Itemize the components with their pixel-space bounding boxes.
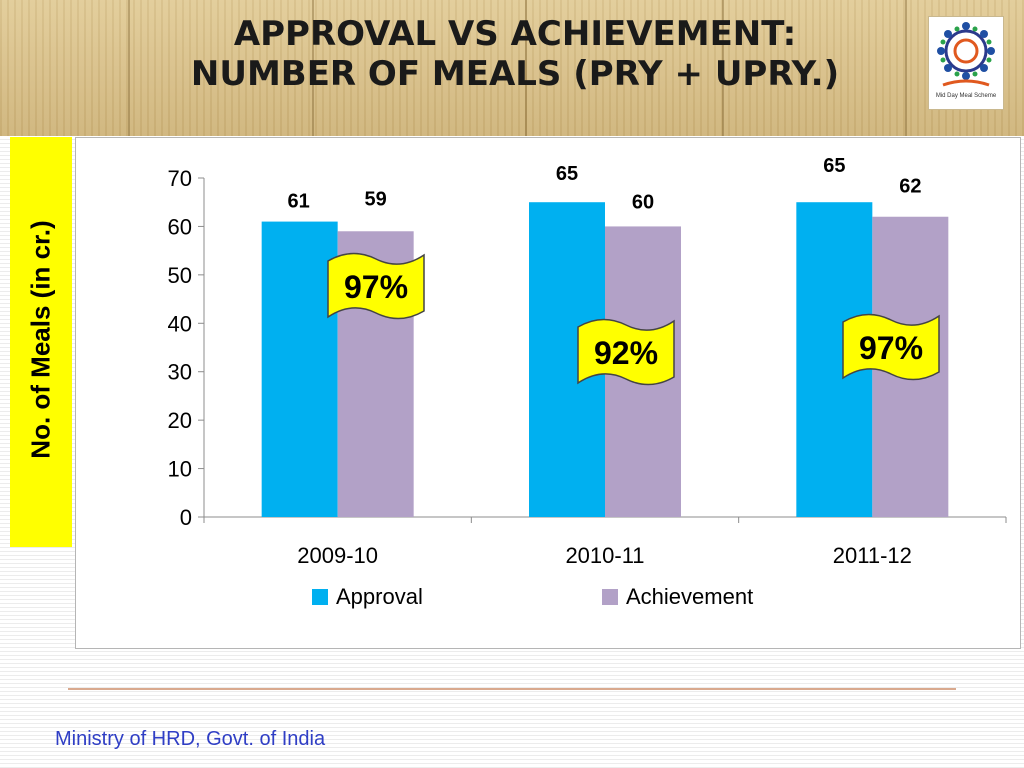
x-tick-label: 2011-12 <box>833 543 912 568</box>
slide-title: Approval vs Achievement: Number of Meals… <box>150 14 880 94</box>
wood-plank-divider <box>128 0 130 136</box>
wood-plank-divider <box>312 0 314 136</box>
percentage-badge <box>577 318 675 386</box>
y-tick-label: 70 <box>168 166 192 191</box>
y-tick-label: 0 <box>180 505 192 530</box>
x-tick-label: 2009-10 <box>297 543 378 568</box>
x-tick-label: 2010-11 <box>565 543 644 568</box>
legend-label: Achievement <box>626 584 753 609</box>
y-tick-label: 30 <box>168 360 192 385</box>
wood-plank-divider <box>525 0 527 136</box>
footer-text: Ministry of HRD, Govt. of India <box>55 728 326 750</box>
bar-approval <box>261 221 338 517</box>
percentage-badge <box>327 252 425 320</box>
wood-plank-divider <box>722 0 724 136</box>
percentage-label: 97% <box>859 330 923 366</box>
logo-emblem-icon <box>937 22 995 87</box>
footer-divider <box>68 688 956 690</box>
data-label: 61 <box>288 191 310 213</box>
data-label: 59 <box>365 188 387 210</box>
y-axis-label-box <box>10 137 72 547</box>
y-tick-label: 60 <box>168 214 192 239</box>
title-line-1: Approval vs Achievement: <box>233 14 797 54</box>
title-line-2: Number of Meals (Pry + UPry.) <box>190 54 840 94</box>
data-label: 62 <box>899 176 921 198</box>
legend-swatch-achievement <box>602 589 618 605</box>
bar-chart: 0 10 20 30 40 50 60 70 61 59 2009-10 65 60 2010-11 65 6… <box>168 155 1007 609</box>
wood-plank-divider <box>905 0 907 136</box>
mid-day-meal-logo: Mid Day Meal Scheme <box>928 16 1004 110</box>
logo-caption: Mid Day Meal Scheme <box>935 93 997 99</box>
percentage-label: 97% <box>344 269 408 305</box>
y-tick-label: 20 <box>168 408 192 433</box>
chart-frame: 0 10 20 30 40 50 60 70 61 59 2009-10 65 60 2010-11 65 6… <box>75 137 1021 649</box>
data-label: 65 <box>556 163 578 185</box>
y-tick-label: 50 <box>168 263 192 288</box>
legend-label: Approval <box>336 584 423 609</box>
percentage-badge <box>842 313 940 381</box>
header-banner: Approval vs Achievement: Number of Meals… <box>0 0 1024 136</box>
data-label: 60 <box>632 191 654 213</box>
legend-swatch-approval <box>312 589 328 605</box>
data-label: 65 <box>823 155 845 177</box>
percentage-label: 92% <box>594 335 658 371</box>
y-axis-label: No. of Meals (in cr.) <box>25 220 56 459</box>
y-tick-label: 40 <box>168 311 192 336</box>
y-tick-label: 10 <box>168 457 192 482</box>
